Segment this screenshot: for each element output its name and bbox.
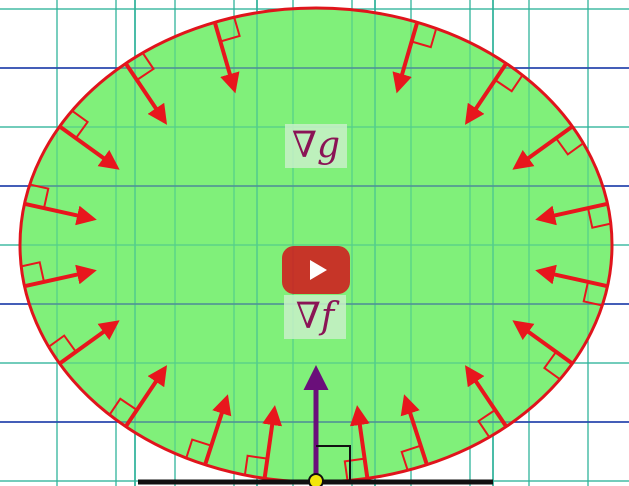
tangent-point — [308, 473, 324, 486]
right-angle-mark — [400, 444, 422, 472]
right-angle-mark — [243, 454, 268, 476]
right-angle-mark — [185, 438, 212, 459]
normal-arrow — [512, 320, 574, 366]
right-angle-mark — [136, 51, 155, 81]
normal-arrow — [392, 21, 420, 94]
grad-g-label: ∇g — [285, 124, 347, 168]
normal-arrow — [203, 394, 232, 466]
right-angle-mark — [28, 183, 50, 209]
grad-f-right-angle-mark — [316, 445, 351, 480]
right-angle-mark — [343, 457, 365, 482]
right-angle-mark — [411, 27, 438, 49]
play-button[interactable] — [282, 246, 350, 294]
right-angle-mark — [220, 16, 241, 43]
right-angle-mark — [108, 397, 138, 416]
normal-arrow — [464, 365, 508, 428]
normal-arrow — [24, 264, 97, 289]
normal-arrow — [58, 320, 120, 366]
play-icon — [309, 260, 327, 280]
right-angle-mark — [587, 207, 613, 229]
normal-arrow — [212, 21, 240, 94]
normal-arrow — [124, 365, 168, 428]
normal-arrow — [349, 405, 370, 479]
right-angle-mark — [555, 137, 585, 156]
gradient-g-arrows — [19, 16, 613, 482]
right-angle-mark — [494, 74, 524, 93]
normal-arrow — [124, 62, 168, 125]
right-angle-mark — [47, 334, 77, 353]
normal-arrow — [24, 201, 97, 226]
right-angle-mark — [70, 109, 89, 139]
normal-arrow — [58, 124, 120, 170]
normal-arrow — [535, 201, 608, 226]
grad-f-label: ∇f — [284, 295, 346, 339]
right-angle-mark — [582, 281, 604, 307]
right-angle-mark — [477, 409, 496, 439]
normal-arrow — [464, 62, 508, 125]
right-angle-mark — [543, 351, 562, 381]
normal-arrow — [535, 264, 608, 289]
normal-arrow — [262, 405, 283, 479]
normal-arrow — [512, 124, 574, 170]
normal-arrow — [400, 394, 429, 466]
right-angle-mark — [19, 261, 45, 283]
